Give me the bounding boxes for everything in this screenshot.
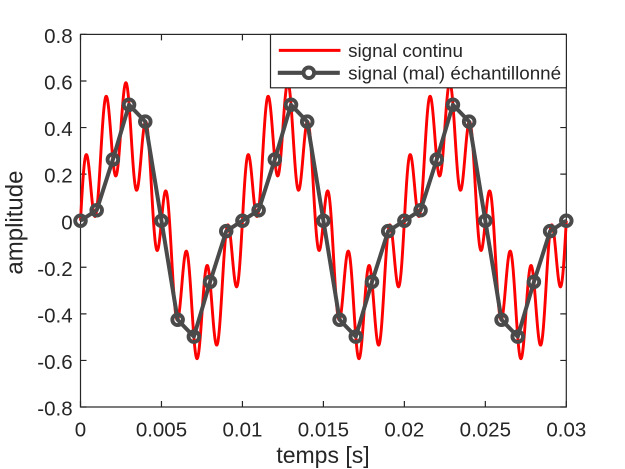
svg-text:-0.6: -0.6: [37, 351, 72, 374]
svg-text:0.8: 0.8: [44, 25, 73, 48]
svg-text:0.6: 0.6: [44, 72, 73, 95]
svg-text:0: 0: [75, 418, 86, 441]
svg-text:amplitude: amplitude: [1, 171, 28, 275]
svg-text:0.4: 0.4: [44, 118, 73, 141]
svg-text:-0.8: -0.8: [37, 398, 72, 421]
svg-text:signal continu: signal continu: [348, 40, 463, 61]
svg-text:0.015: 0.015: [298, 418, 349, 441]
svg-text:0.005: 0.005: [136, 418, 187, 441]
svg-text:-0.4: -0.4: [37, 304, 72, 327]
svg-text:0.2: 0.2: [44, 165, 73, 188]
svg-text:0.025: 0.025: [460, 418, 511, 441]
svg-text:temps [s]: temps [s]: [276, 442, 369, 468]
svg-text:0.03: 0.03: [546, 418, 586, 441]
svg-text:-0.2: -0.2: [37, 258, 72, 281]
svg-text:0.01: 0.01: [222, 418, 262, 441]
svg-text:0: 0: [61, 211, 72, 234]
svg-text:signal (mal) échantillonné: signal (mal) échantillonné: [348, 63, 561, 84]
svg-text:0.02: 0.02: [384, 418, 424, 441]
